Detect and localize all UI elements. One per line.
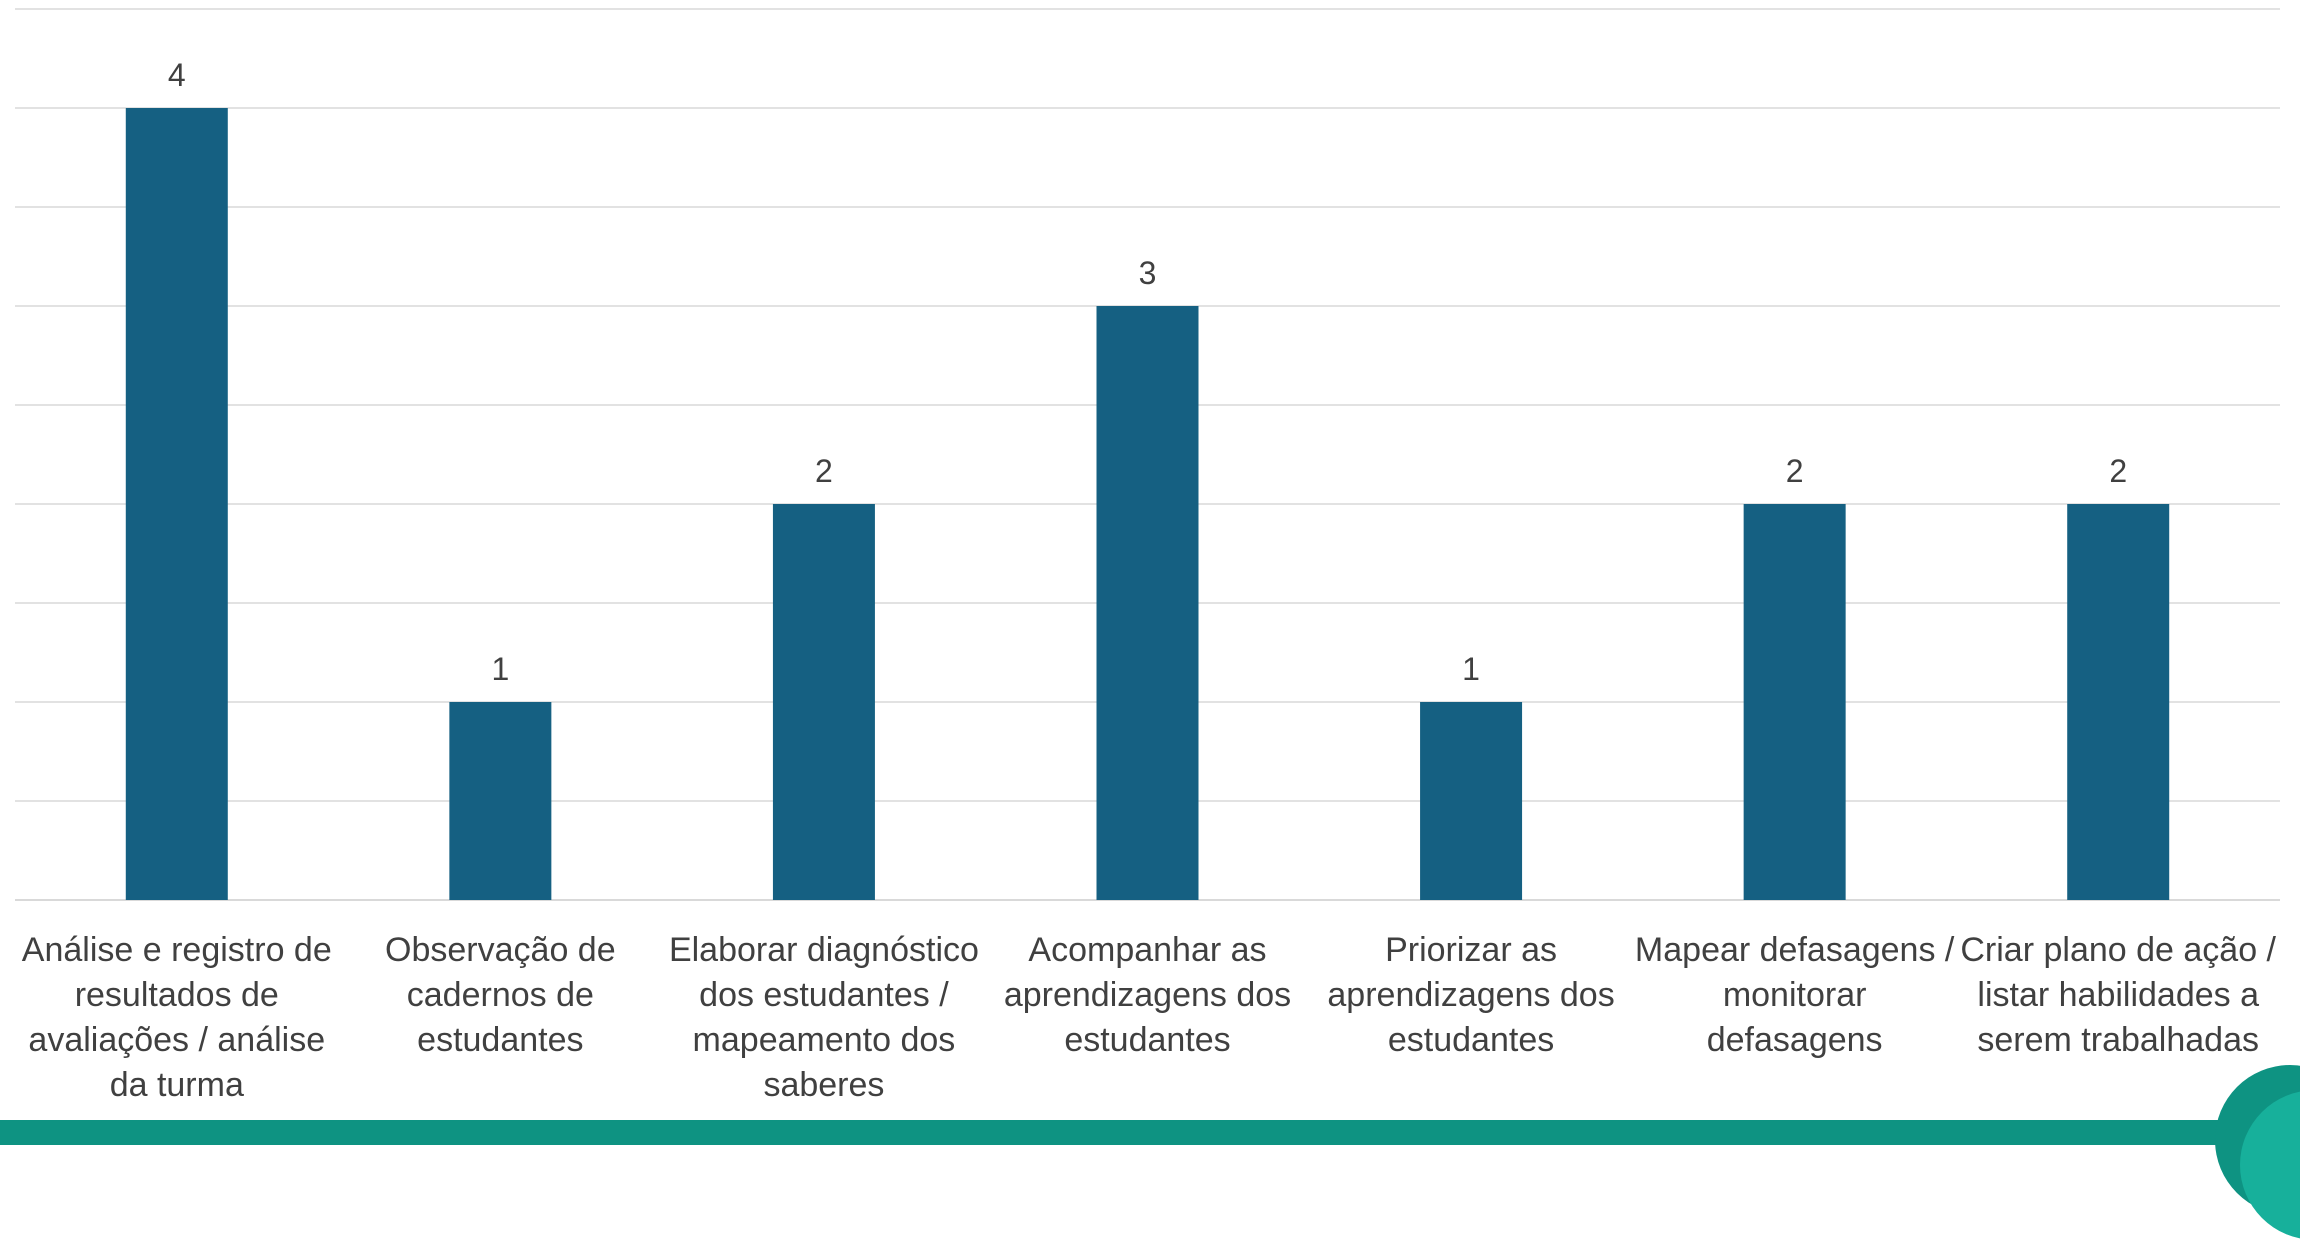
data-label: 2 [815, 453, 833, 489]
data-label: 3 [1139, 255, 1157, 291]
chart-container: 4 1 2 3 1 2 2 Análise e registro de resultados… [0, 8, 2300, 1240]
category-label: Elaborar diagnóstico dos estudantes / ma… [668, 931, 979, 1104]
footer-band [0, 1120, 2300, 1145]
data-label: 2 [1786, 453, 1804, 489]
data-label: 4 [168, 57, 186, 93]
bar [2067, 504, 2170, 900]
bar [125, 108, 228, 900]
bar [1743, 504, 1846, 900]
category-label: Criar plano de ação / listar habilidades… [1960, 931, 2277, 1059]
bar [1096, 306, 1199, 900]
data-labels: 4 1 2 3 1 2 2 [168, 57, 2127, 687]
category-label: Observação de cadernos de estudantes [385, 931, 616, 1059]
bar [1420, 702, 1523, 900]
bar [449, 702, 552, 900]
category-label: Análise e registro de resultados de aval… [21, 931, 332, 1104]
data-label: 1 [1462, 651, 1480, 687]
bar [772, 504, 875, 900]
data-label: 1 [491, 651, 509, 687]
data-label: 2 [2109, 453, 2127, 489]
category-label: Priorizar as aprendizagens dos estudante… [1327, 931, 1615, 1059]
category-label: Mapear defasagens / monitorar defasagens [1634, 931, 1955, 1059]
category-label: Acompanhar as aprendizagens dos estudant… [1003, 931, 1292, 1059]
bars [125, 108, 2170, 900]
bar-chart: 4 1 2 3 1 2 2 [15, 8, 2280, 901]
